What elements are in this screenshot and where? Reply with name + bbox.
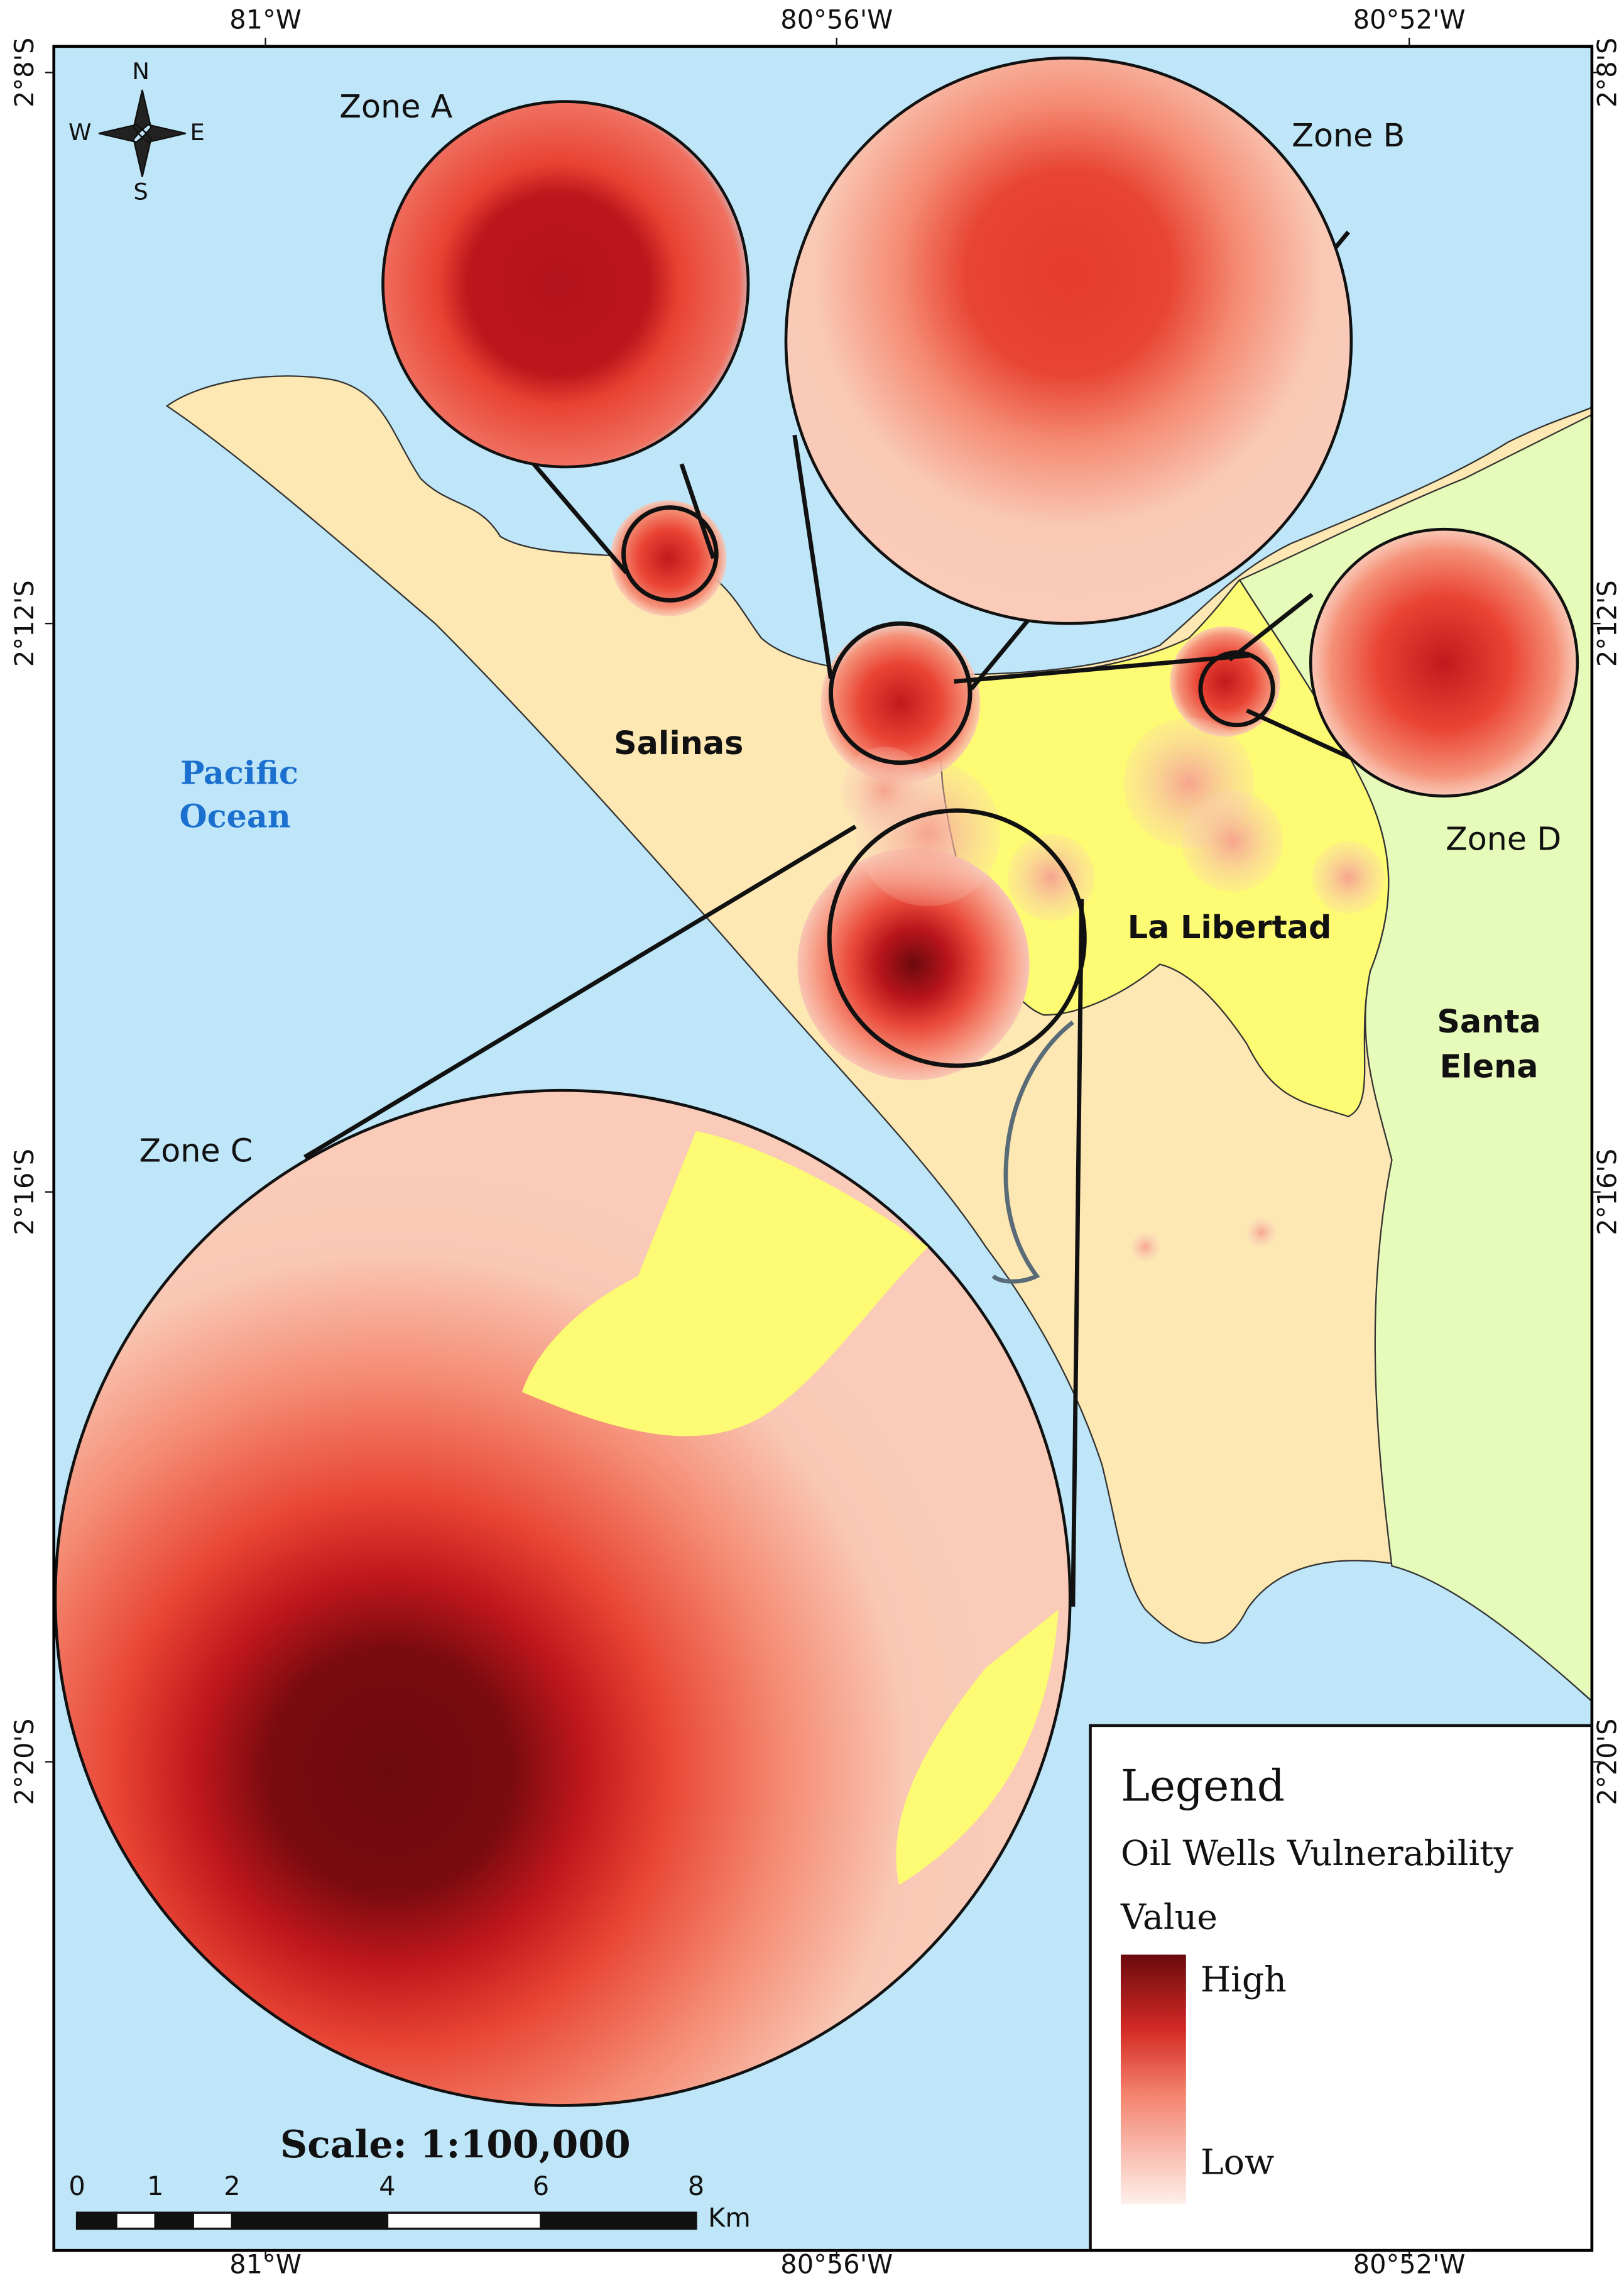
heat-spot xyxy=(797,848,1030,1081)
zoom-connector xyxy=(1228,593,1314,662)
zone-marker xyxy=(1198,650,1275,728)
map-body xyxy=(53,46,1592,2251)
latitude-label: 2°20'S xyxy=(9,1719,40,1805)
scale-segment xyxy=(540,2211,697,2230)
inset-yellow xyxy=(896,1609,1059,1885)
scale-tick-label: 2 xyxy=(224,2171,240,2201)
zoom-connector xyxy=(303,824,857,1159)
place-label: La Libertad xyxy=(1128,909,1332,946)
legend-low: Low xyxy=(1201,2143,1274,2183)
la-libertad-area xyxy=(934,579,1390,1117)
frame xyxy=(52,45,1594,2252)
scale-segment xyxy=(154,2211,194,2230)
compass-south: S xyxy=(133,178,148,205)
zone-inset-heat xyxy=(784,56,1353,625)
scale-segment xyxy=(115,2211,156,2230)
zone-label: Zone D xyxy=(1446,820,1561,857)
scale-tick-label: 0 xyxy=(68,2171,85,2201)
longitude-label: 81°W xyxy=(229,4,302,35)
zone-marker xyxy=(827,808,1087,1068)
zoom-connector xyxy=(1071,899,1084,1607)
labels: NSW E81°W81°W80°56'W80°56'W80°52'W80°52'W… xyxy=(9,4,1623,2278)
heat-spot xyxy=(1312,841,1385,914)
place-label: Santa xyxy=(1437,1003,1540,1040)
compass-north: N xyxy=(132,58,150,85)
legend-layer: Oil Wells Vulnerability xyxy=(1121,1834,1513,1874)
zone-label: Zone B xyxy=(1292,117,1405,154)
latitude-label: 2°8'S xyxy=(9,38,40,107)
legend-title: Legend xyxy=(1121,1761,1285,1811)
scale-tick-label: 8 xyxy=(688,2171,704,2201)
scale-unit: Km xyxy=(708,2203,751,2233)
zone-label: Zone C xyxy=(139,1132,253,1169)
latitude-label: 2°16'S xyxy=(9,1149,40,1235)
scale-tick-label: 1 xyxy=(147,2171,163,2201)
heat-spot xyxy=(1181,790,1283,892)
scale-segment xyxy=(386,2211,542,2230)
heat-spot xyxy=(841,747,929,834)
legend-layer: Value xyxy=(1120,1898,1218,1938)
zone-inset-heat xyxy=(381,100,750,469)
zoom-connector xyxy=(792,434,833,679)
legend-ramp xyxy=(1120,1954,1186,2204)
scale-title: Scale: 1:100,000 xyxy=(280,2123,631,2167)
inset-yellow xyxy=(522,1131,929,1437)
scale-tick-label: 4 xyxy=(379,2171,395,2201)
heat-spot xyxy=(1008,833,1095,921)
longitude-label: 80°56'W xyxy=(780,4,893,35)
place-label: Elena xyxy=(1440,1048,1539,1085)
zone-inset-heat xyxy=(1309,527,1579,798)
heat-spot xyxy=(820,623,981,784)
heat-spot xyxy=(1246,1218,1276,1247)
scale-tick-label: 6 xyxy=(533,2171,549,2201)
compass-east: E xyxy=(190,119,204,146)
zoom-connector xyxy=(679,463,716,559)
compass xyxy=(98,89,186,177)
heat-spot xyxy=(1131,1232,1160,1262)
latitude-label: 2°12'S xyxy=(9,580,40,667)
estuary xyxy=(991,1020,1074,1284)
zone-marker xyxy=(829,621,973,765)
scale-segment xyxy=(192,2211,234,2230)
legend-high: High xyxy=(1201,1960,1287,2000)
zoom-connector xyxy=(954,653,1250,684)
place-label: Ocean xyxy=(180,797,291,835)
place-label: Pacific xyxy=(180,753,298,791)
zone-label: Zone A xyxy=(339,88,452,125)
scale-segment xyxy=(231,2211,389,2230)
place-label: Salinas xyxy=(614,725,743,762)
scale-segment xyxy=(75,2211,117,2230)
longitude-label: 80°52'W xyxy=(1353,4,1466,35)
zone-marker xyxy=(621,505,719,603)
compass-west: W xyxy=(68,119,91,146)
